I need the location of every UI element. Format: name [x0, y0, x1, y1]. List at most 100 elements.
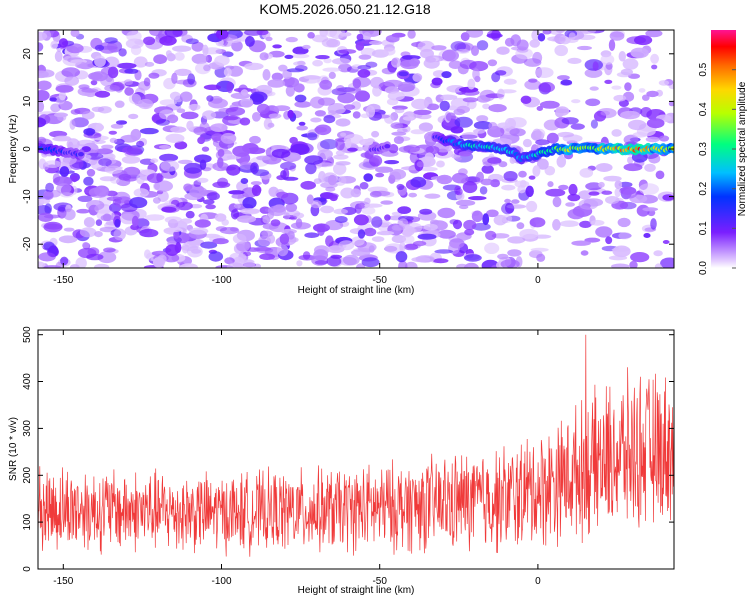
spectrogram-cell — [188, 103, 201, 111]
spectrogram-cell — [257, 235, 271, 247]
spectrogram-cell — [520, 95, 532, 105]
spectrogram-cell — [70, 30, 80, 38]
spectrogram-cell — [128, 113, 139, 120]
spectrogram-cell — [350, 188, 362, 198]
spectrogram-cell — [261, 230, 273, 237]
spectrogram-cell — [176, 201, 193, 211]
spectrogram-cell — [556, 155, 567, 168]
spectrogram-cell — [481, 164, 494, 174]
spectrogram-cell — [642, 94, 650, 101]
spectrogram-cell — [653, 250, 663, 257]
spectrogram-cell — [375, 166, 394, 173]
spectrogram-cell — [180, 111, 199, 120]
spectrogram-cell — [436, 174, 453, 185]
spectrogram-cell — [376, 230, 395, 236]
spectrogram-cell — [381, 67, 396, 75]
spectrogram-cell — [359, 182, 369, 190]
spectrogram-cell — [565, 202, 575, 207]
spectrogram-cell — [408, 192, 418, 198]
spectrogram-cell — [369, 40, 383, 45]
spectrogram-cell — [86, 168, 96, 177]
spectrogram-cell — [394, 108, 405, 114]
y-tick-label: 10 — [22, 95, 33, 107]
spectrogram-cell — [358, 54, 372, 60]
spectrogram-cell — [323, 58, 332, 64]
spectrogram-cell — [424, 193, 441, 199]
spectrogram-cell — [38, 90, 50, 101]
spectrogram-cell — [362, 32, 372, 41]
spectrogram-cell — [131, 215, 139, 227]
spectrogram-cell — [63, 227, 75, 232]
spectrogram-cell — [503, 78, 517, 85]
spectrogram-cell — [54, 112, 68, 118]
spectrogram-cell — [567, 193, 581, 202]
ridge-core — [670, 146, 674, 151]
spectrogram-cell — [437, 229, 456, 239]
spectrogram-cell — [604, 79, 613, 84]
spectrogram-cell — [487, 59, 498, 67]
spectrogram-cell — [372, 85, 382, 97]
spectrogram-cell — [404, 261, 418, 268]
spectrogram-cell — [536, 253, 546, 262]
spectrogram-cell — [461, 89, 480, 96]
spectrogram-cell — [555, 106, 570, 116]
spectrogram-cell — [223, 67, 232, 77]
spectrogram-cell — [94, 148, 114, 155]
spectrogram-cell — [539, 100, 560, 109]
spectrogram-cell — [454, 116, 473, 128]
spectrogram-cell — [531, 128, 542, 141]
spectrogram-cell — [364, 197, 371, 205]
spectrogram-cell — [454, 185, 461, 195]
spectrogram-cell — [314, 260, 328, 265]
spectrogram-cell — [455, 199, 476, 206]
spectrogram-cell — [434, 249, 454, 254]
spectrogram-cell — [352, 78, 362, 89]
spectrogram-cell — [316, 162, 334, 168]
spectrogram-cell — [148, 72, 160, 79]
ridge-core — [78, 152, 84, 157]
spectrogram-cell — [537, 33, 546, 42]
spectrogram-cell — [284, 54, 294, 60]
spectrogram-cell — [570, 123, 585, 130]
spectrogram-cell — [259, 253, 275, 260]
spectrogram-cell — [69, 264, 80, 268]
spectrogram-cell — [662, 194, 674, 201]
spectrogram-cell — [357, 69, 371, 78]
spectrogram-y-label: Frequency (Hz) — [8, 115, 19, 184]
spectrogram-cell — [214, 55, 230, 66]
spectrogram-cell — [76, 208, 90, 214]
spectrogram-cell — [524, 79, 542, 90]
spectrogram-cell — [310, 200, 322, 209]
spectrogram-cell — [172, 45, 192, 52]
spectrogram-cell — [283, 176, 299, 181]
snr-x-ticks: -150 -100 -50 0 — [53, 330, 541, 587]
spectrogram-cell — [302, 251, 311, 260]
spectrogram-cell — [94, 44, 105, 52]
spectrogram-cell — [415, 255, 435, 263]
spectrogram-cell — [159, 153, 179, 162]
spectrogram-cell — [98, 158, 112, 167]
spectrogram-cell — [256, 155, 270, 161]
spectrogram-cell — [639, 183, 659, 196]
spectrogram-cell — [658, 80, 670, 86]
spectrogram-cell — [618, 232, 632, 240]
spectrogram-cell — [296, 125, 309, 131]
spectrogram-cell — [153, 54, 168, 65]
spectrogram-cell — [458, 151, 472, 157]
spectrogram-cell — [501, 214, 513, 224]
spectrogram-cell — [83, 217, 95, 228]
spectrogram-cell — [620, 110, 640, 120]
spectrogram-cell — [344, 87, 362, 94]
spectrogram-cell — [431, 77, 443, 86]
spectrogram-cell — [418, 122, 433, 132]
spectrogram-cell — [402, 116, 415, 121]
spectrogram-cell — [496, 46, 510, 55]
spectrogram-cell — [179, 218, 193, 224]
spectrogram-cell — [515, 47, 533, 60]
spectrogram-cell — [58, 235, 78, 244]
spectrogram-cell — [314, 110, 326, 117]
spectrogram-cell — [43, 191, 54, 200]
spectrogram-cell — [532, 165, 541, 177]
spectrogram-cell — [412, 240, 427, 247]
spectrogram-x-ticks: -150 -100 -50 0 — [53, 30, 541, 286]
